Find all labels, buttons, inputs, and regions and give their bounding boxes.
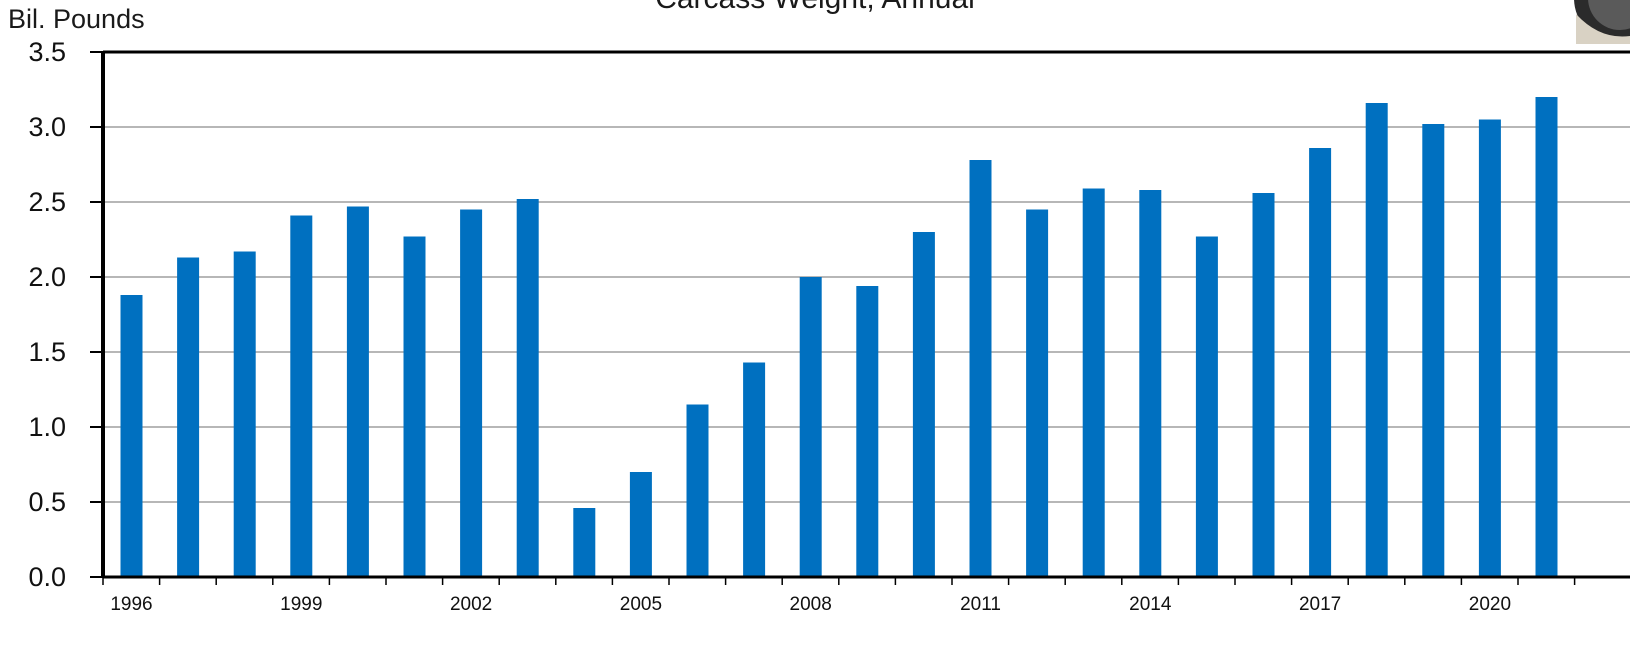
bar-2002: [460, 209, 483, 577]
y-tick-label: 0.5: [28, 487, 66, 517]
y-tick-label: 1.5: [28, 337, 66, 367]
bar-2011: [969, 160, 992, 577]
bar-2007: [743, 362, 766, 577]
bar-2000: [346, 206, 369, 577]
x-tick-label: 2008: [790, 594, 832, 615]
bar-2013: [1082, 188, 1105, 577]
bar-1998: [233, 251, 256, 577]
bar-2003: [516, 199, 539, 577]
bar-2021: [1535, 97, 1558, 577]
bar-2020: [1478, 119, 1501, 577]
bar-2009: [856, 286, 879, 577]
bar-2012: [1026, 209, 1049, 577]
bar-2016: [1252, 193, 1275, 577]
x-tick-label: 2005: [620, 594, 662, 615]
bar-2004: [573, 508, 596, 577]
bar-2006: [686, 404, 709, 577]
bar-2010: [912, 232, 935, 577]
bar-2019: [1422, 124, 1445, 577]
x-tick-label: 2002: [450, 594, 492, 615]
bar-2018: [1365, 103, 1388, 577]
logo-badge-icon: [1574, 0, 1630, 44]
x-tick-labels: 1996 1999 2002 2005 2008 2011 2014 2017 2020: [102, 577, 1576, 615]
y-tick-label: 3.0: [28, 112, 66, 142]
y-axis-label: Bil. Pounds: [8, 4, 145, 34]
x-tick-label: 2014: [1129, 594, 1172, 615]
axes: [101, 50, 1630, 579]
x-tick-label: 1999: [280, 594, 322, 615]
y-tick-labels: 0.0 0.5 1.0 1.5 2.0 2.5 3.0 3.5: [28, 37, 103, 592]
bar-2008: [799, 277, 822, 577]
bar-1997: [177, 257, 200, 577]
y-tick-label: 0.0: [28, 562, 66, 592]
y-tick-label: 1.0: [28, 412, 66, 442]
x-tick-label: 2017: [1299, 594, 1341, 615]
bar-2015: [1195, 236, 1218, 577]
y-tick-label: 3.5: [28, 37, 66, 67]
bar-1999: [290, 215, 313, 577]
bar-2017: [1309, 148, 1332, 577]
x-tick-label: 2020: [1469, 594, 1511, 615]
bar-2014: [1139, 190, 1162, 577]
chart-title: Carcass Weight, Annual: [655, 0, 975, 15]
x-tick-label: 2011: [960, 594, 1001, 615]
bar-2001: [403, 236, 426, 577]
y-tick-label: 2.0: [28, 262, 66, 292]
bar-2005: [629, 472, 652, 577]
x-tick-label: 1996: [110, 594, 152, 615]
y-tick-label: 2.5: [28, 187, 66, 217]
bars: [120, 97, 1558, 577]
bar-1996: [120, 295, 143, 577]
